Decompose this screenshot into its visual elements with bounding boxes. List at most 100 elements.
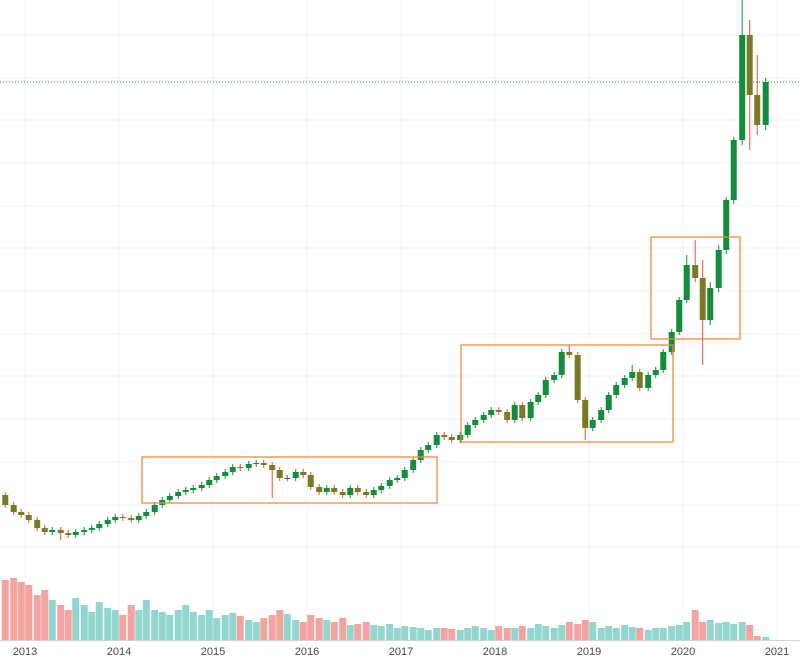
volume-bar bbox=[652, 628, 660, 640]
volume-bar bbox=[189, 612, 197, 640]
volume-bar bbox=[762, 637, 770, 640]
candle-body bbox=[331, 488, 338, 492]
volume-bar bbox=[370, 625, 378, 640]
x-tick-label: 2021 bbox=[765, 646, 789, 658]
candle-body bbox=[49, 530, 56, 532]
candle-body bbox=[488, 410, 495, 415]
candle-body bbox=[323, 488, 330, 492]
grid bbox=[0, 0, 800, 640]
candle-body bbox=[433, 435, 440, 445]
x-axis: 2013 2014 2015 2016 2017 2018 2019 2020 2021 bbox=[0, 640, 800, 658]
volume-bar bbox=[198, 615, 206, 640]
volume-bar bbox=[119, 615, 127, 640]
candle-body bbox=[363, 492, 370, 495]
candle-body bbox=[57, 530, 64, 533]
candle-body bbox=[754, 95, 761, 125]
volume-bar bbox=[393, 628, 401, 640]
volume-bar bbox=[722, 622, 730, 640]
volume-bar bbox=[433, 628, 441, 640]
volume-bar bbox=[480, 628, 488, 640]
candle-body bbox=[41, 528, 48, 532]
candle-body bbox=[339, 492, 346, 495]
candle-body bbox=[425, 445, 432, 450]
candle-body bbox=[269, 465, 276, 470]
candle-body bbox=[401, 470, 408, 478]
volume-bar bbox=[401, 626, 409, 640]
candle-body bbox=[88, 528, 95, 530]
candle-body bbox=[300, 472, 307, 475]
volume-bar bbox=[17, 582, 25, 640]
candle-body bbox=[213, 476, 220, 480]
candle-body bbox=[464, 425, 471, 435]
candle-body bbox=[629, 372, 636, 378]
volume-bar bbox=[621, 625, 629, 640]
x-tick-label: 2013 bbox=[13, 646, 37, 658]
candle-body bbox=[10, 505, 17, 512]
volume-bar bbox=[464, 628, 472, 640]
x-tick-label: 2018 bbox=[483, 646, 507, 658]
volume-bar bbox=[495, 626, 503, 640]
candle-body bbox=[96, 524, 103, 528]
candle-body bbox=[707, 288, 714, 320]
x-tick-label: 2014 bbox=[107, 646, 131, 658]
candle-body bbox=[511, 405, 518, 420]
candle-body bbox=[182, 490, 189, 492]
volume-bar bbox=[471, 626, 479, 640]
volume-bar bbox=[362, 622, 370, 640]
x-tick-label: 2017 bbox=[389, 646, 413, 658]
volume-bar bbox=[706, 620, 714, 640]
volume-bar bbox=[339, 618, 347, 640]
candle-body bbox=[410, 460, 417, 470]
volume-bar bbox=[166, 615, 174, 640]
candle-body bbox=[504, 412, 511, 420]
volume-bar bbox=[550, 628, 558, 640]
volume-bar bbox=[636, 628, 644, 640]
volume-bar bbox=[221, 615, 229, 640]
candle-body bbox=[347, 488, 354, 495]
volume-bar bbox=[151, 610, 159, 640]
x-tick-label: 2020 bbox=[671, 646, 695, 658]
x-tick-label: 2019 bbox=[577, 646, 601, 658]
volume-bar bbox=[581, 620, 589, 640]
volume-bar bbox=[354, 624, 362, 640]
volume-bar bbox=[307, 615, 315, 640]
candle-body bbox=[72, 532, 79, 535]
volume-bar bbox=[738, 622, 746, 640]
candle-body bbox=[605, 395, 612, 410]
volume-bar bbox=[534, 624, 542, 640]
candle-body bbox=[723, 200, 730, 250]
candle-body bbox=[104, 520, 111, 524]
candle-body bbox=[762, 82, 769, 125]
candle-body bbox=[198, 485, 205, 488]
candle-body bbox=[558, 352, 565, 375]
volume-bar bbox=[1, 580, 9, 640]
candle-body bbox=[582, 400, 589, 428]
candle-body bbox=[229, 467, 236, 472]
candle-body bbox=[542, 380, 549, 395]
volume-bar bbox=[605, 626, 613, 640]
x-tick-label: 2016 bbox=[295, 646, 319, 658]
candle-body bbox=[190, 488, 197, 490]
candle-body bbox=[636, 372, 643, 388]
volume-bar bbox=[675, 625, 683, 640]
volume-bar bbox=[268, 615, 276, 640]
volume-bar bbox=[612, 628, 620, 640]
highlight-box bbox=[460, 344, 674, 443]
volume-pane bbox=[1, 578, 770, 640]
volume-bar bbox=[236, 616, 244, 640]
volume-bar bbox=[730, 624, 738, 640]
candle-body bbox=[692, 265, 699, 278]
volume-bar bbox=[589, 622, 597, 640]
candle-body bbox=[222, 472, 229, 476]
candle-body bbox=[378, 486, 385, 490]
volume-bar bbox=[377, 626, 385, 640]
volume-bar bbox=[205, 610, 213, 640]
candle-body bbox=[730, 140, 737, 200]
candle-body bbox=[135, 516, 142, 520]
candle-body bbox=[2, 495, 9, 505]
volume-bar bbox=[440, 628, 448, 640]
candle-body bbox=[386, 480, 393, 486]
volume-bar bbox=[33, 595, 41, 640]
volume-bar bbox=[80, 605, 88, 640]
